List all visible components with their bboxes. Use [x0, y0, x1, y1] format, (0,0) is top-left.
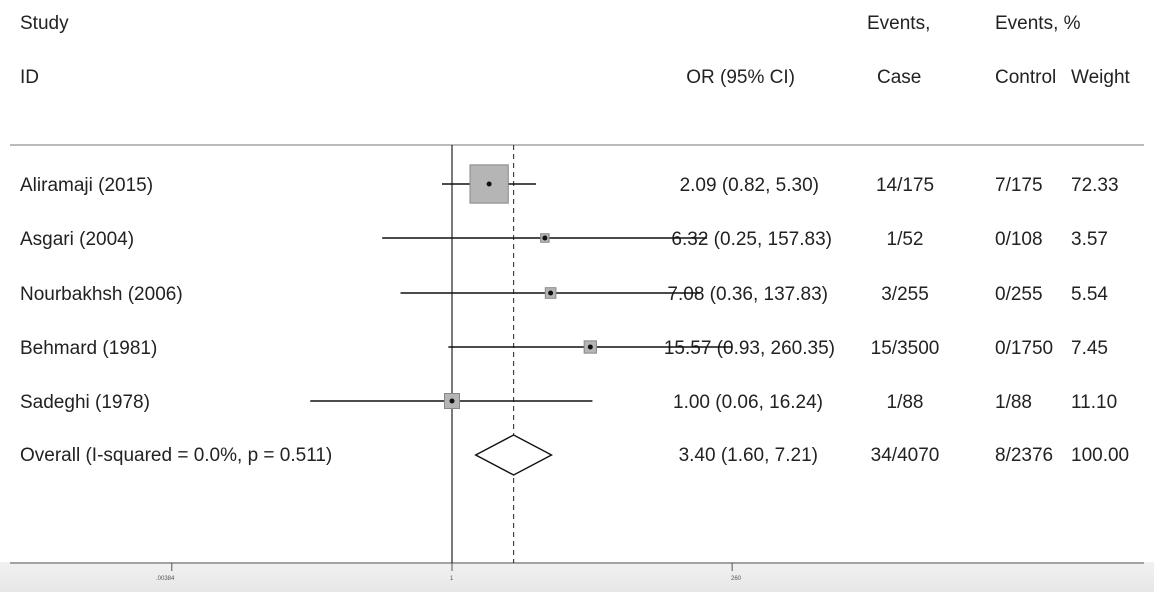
study-control: 1/88: [995, 392, 1032, 413]
study-case: 3/255: [881, 284, 929, 305]
study-or: 1.00 (0.06, 16.24): [673, 392, 823, 413]
study-control: 0/108: [995, 229, 1043, 250]
point-estimate: [548, 290, 554, 296]
point-estimate: [449, 398, 455, 404]
study-weight: 72.33: [1071, 175, 1119, 196]
study-name: Aliramaji (2015): [20, 175, 154, 196]
header-study: Study: [20, 13, 69, 34]
overall-label: Overall (I-squared = 0.0%, p = 0.511): [20, 445, 333, 466]
study-name: Sadeghi (1978): [20, 392, 150, 413]
study-control: 0/1750: [995, 338, 1054, 359]
header-control: Control: [995, 67, 1057, 88]
study-case: 15/3500: [870, 338, 940, 359]
overall-weight: 100.00: [1071, 445, 1130, 466]
overall-control: 8/2376: [995, 445, 1054, 466]
study-case: 1/52: [886, 229, 924, 250]
study-name: Asgari (2004): [20, 229, 135, 250]
study-or: 7.08 (0.36, 137.83): [667, 284, 828, 305]
point-estimate: [587, 344, 593, 350]
header-case: Case: [877, 67, 922, 88]
overall-diamond: [474, 434, 554, 476]
study-case: 1/88: [886, 392, 924, 413]
header-events-case: Events,: [867, 13, 931, 34]
overall-or: 3.40 (1.60, 7.21): [678, 445, 818, 466]
study-weight: 3.57: [1071, 229, 1108, 250]
tick-label: 1: [450, 576, 454, 582]
header-events-control: Events, %: [995, 13, 1081, 34]
header-or: OR (95% CI): [686, 67, 795, 88]
point-estimate: [542, 235, 548, 241]
study-name: Behmard (1981): [20, 338, 158, 359]
point-estimate: [486, 181, 492, 187]
study-weight: 7.45: [1071, 338, 1108, 359]
header-id: ID: [20, 67, 39, 88]
tick-label: 260: [731, 576, 742, 582]
study-name: Nourbakhsh (2006): [20, 284, 183, 305]
study-or: 2.09 (0.82, 5.30): [679, 175, 819, 196]
overall-case: 34/4070: [870, 445, 940, 466]
tick-label: .00384: [156, 576, 175, 582]
study-control: 0/255: [995, 284, 1043, 305]
header-weight: Weight: [1071, 67, 1130, 88]
study-control: 7/175: [995, 175, 1043, 196]
study-case: 14/175: [875, 175, 935, 196]
study-or: 6.32 (0.25, 157.83): [671, 229, 832, 250]
study-weight: 5.54: [1071, 284, 1108, 305]
study-or: 15.57 (0.93, 260.35): [663, 338, 835, 359]
axis-strip: [0, 562, 1154, 592]
study-weight: 11.10: [1071, 392, 1118, 413]
